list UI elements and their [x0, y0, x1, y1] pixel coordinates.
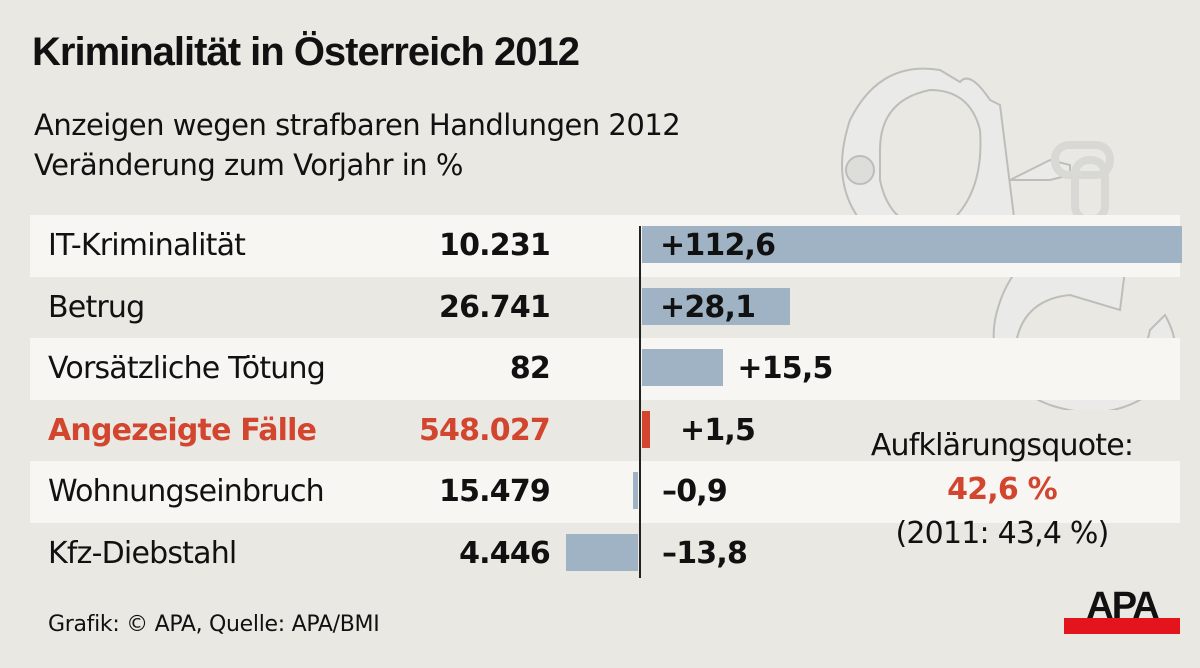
value-label: –0,9	[662, 474, 728, 510]
row-background	[30, 338, 1180, 401]
clearance-rate-previous: (2011: 43,4 %)	[895, 516, 1109, 551]
value-label: +112,6	[660, 228, 776, 263]
count-label: 82	[509, 351, 551, 387]
value-label: +1,5	[680, 412, 756, 448]
category-label: Betrug	[48, 289, 145, 325]
bar	[642, 226, 1182, 263]
count-label: 10.231	[439, 228, 551, 263]
category-label: IT-Kriminalität	[48, 228, 246, 263]
apa-logo: APA	[1064, 587, 1180, 634]
bar	[565, 534, 638, 571]
row-background	[30, 461, 1180, 524]
bar	[633, 472, 638, 510]
count-label: 548.027	[418, 412, 551, 448]
clearance-rate-label: Aufklärungsquote:	[870, 428, 1134, 463]
subtitle-line-1: Anzeigen wegen strafbaren Handlungen 201…	[34, 108, 681, 142]
bar	[642, 349, 724, 387]
source-note: Grafik: © APA, Quelle: APA/BMI	[48, 612, 380, 637]
category-label: Angezeigte Fälle	[48, 412, 317, 448]
value-label: –13,8	[662, 536, 748, 571]
clearance-rate-value: 42,6 %	[947, 472, 1058, 507]
count-label: 15.479	[439, 474, 551, 510]
category-label: Vorsätzliche Tötung	[48, 351, 326, 387]
bar	[642, 287, 790, 325]
value-label: +28,1	[660, 289, 756, 325]
category-label: Kfz-Diebstahl	[48, 536, 237, 571]
bar	[642, 410, 650, 448]
chart-title: Kriminalität in Österreich 2012	[32, 30, 580, 74]
value-label: +15,5	[737, 351, 833, 387]
subtitle-line-2: Veränderung zum Vorjahr in %	[34, 148, 463, 182]
category-label: Wohnungseinbruch	[48, 474, 325, 510]
count-label: 26.741	[439, 289, 551, 325]
count-label: 4.446	[459, 536, 551, 571]
zero-axis	[639, 226, 641, 578]
